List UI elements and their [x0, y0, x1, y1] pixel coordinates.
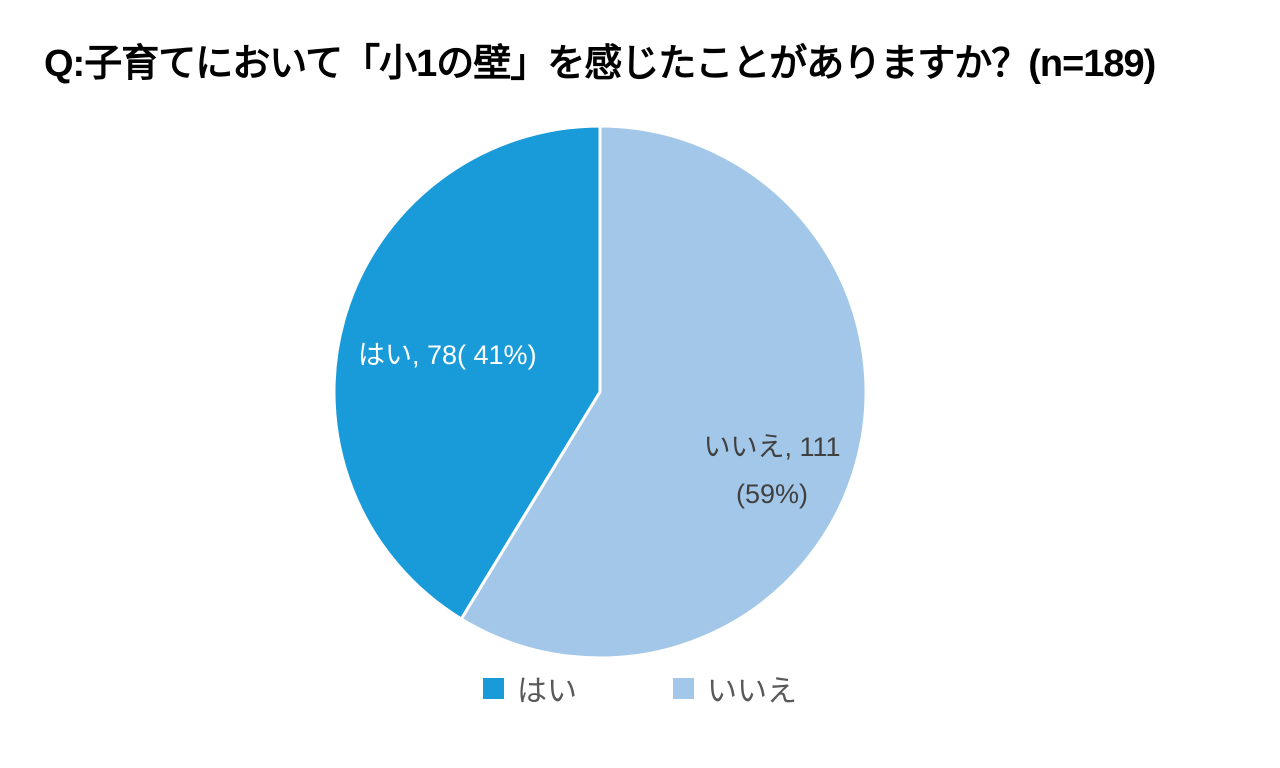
pie-slice-yes	[332, 124, 602, 621]
data-label-no: いいえ, 111 (59%)	[672, 424, 872, 518]
data-label-no-line1: いいえ, 111	[703, 432, 841, 462]
chart-title: Q:子育てにおいて「小1の壁」を感じたことがありますか？(n=189)	[44, 43, 1156, 85]
data-label-no-line2: (59%)	[735, 479, 809, 509]
legend-label-yes: はい	[517, 675, 577, 708]
legend-item-yes: はい	[483, 666, 577, 710]
legend-swatch-yes-icon	[483, 677, 504, 699]
pie-chart	[332, 124, 868, 660]
legend-swatch-no-icon	[673, 677, 694, 699]
pie-slice-no	[459, 124, 868, 660]
data-label-yes: はい, 78( 41%)	[358, 340, 537, 370]
legend: はい いいえ	[0, 666, 1280, 710]
legend-item-no: いいえ	[673, 666, 797, 710]
legend-label-no: いいえ	[707, 675, 797, 708]
